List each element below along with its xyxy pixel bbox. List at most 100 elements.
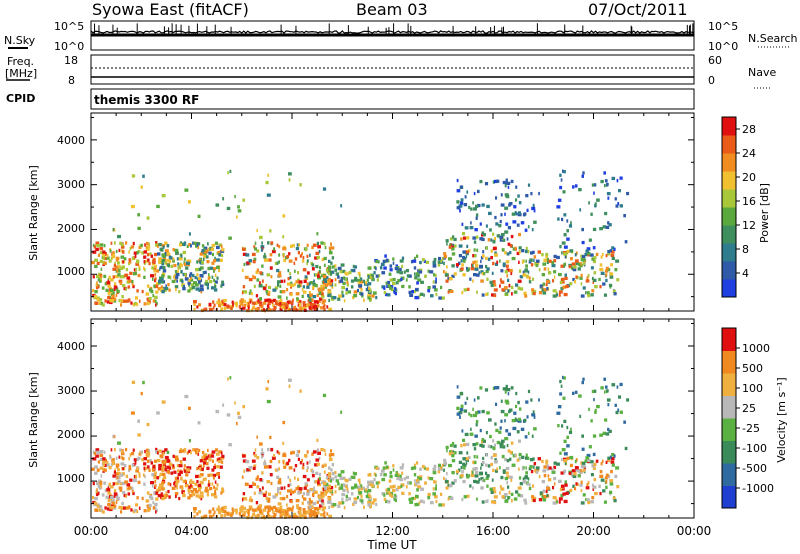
scatter-cell (178, 243, 182, 247)
scatter-cell (133, 251, 137, 255)
scatter-cell (203, 455, 206, 459)
scatter-cell (354, 483, 358, 487)
scatter-cell (350, 285, 354, 289)
scatter-cell (122, 467, 125, 471)
scatter-cell (545, 461, 548, 465)
scatter-cell (272, 298, 277, 303)
scatter-cell (328, 282, 333, 286)
scatter-cell (555, 498, 558, 502)
scatter-cell (106, 460, 109, 465)
scatter-cell (505, 384, 508, 389)
scatter-cell (159, 247, 164, 251)
scatter-cell (357, 271, 361, 276)
scatter-cell (285, 305, 289, 309)
scatter-cell (197, 452, 200, 456)
scatter-cell (251, 301, 256, 305)
scatter-cell (183, 241, 187, 245)
scatter-cell (122, 299, 126, 303)
scatter-cell (174, 248, 179, 253)
scatter-cell (135, 267, 138, 272)
scatter-cell (523, 498, 527, 502)
scatter-cell (504, 184, 507, 188)
scatter-cell (290, 292, 293, 297)
scatter-cell (366, 278, 369, 282)
scatter-cell (516, 251, 520, 256)
scatter-cell (267, 285, 271, 290)
scatter-cell (318, 270, 321, 274)
scatter-cell (175, 275, 179, 279)
scatter-cell (166, 263, 170, 267)
scatter-cell (592, 487, 595, 491)
scatter-cell (363, 298, 365, 302)
scatter-cell (208, 509, 212, 514)
scatter-cell (312, 243, 317, 247)
scatter-cell (153, 284, 157, 289)
scatter-cell (580, 273, 583, 278)
scatter-cell (521, 249, 525, 253)
freq-tick-bottom: 8 (68, 74, 75, 87)
scatter-cell (128, 464, 131, 469)
scatter-cell (287, 268, 290, 273)
scatter-cell (148, 296, 152, 301)
scatter-cell (334, 475, 338, 479)
scatter-cell (120, 449, 124, 453)
scatter-cell (443, 255, 448, 259)
scatter-cell (119, 275, 123, 279)
scatter-cell (460, 259, 463, 263)
scatter-cell (256, 228, 258, 233)
scatter-cell (235, 304, 238, 308)
scatter-cell (143, 302, 147, 306)
scatter-cell (301, 306, 304, 311)
scatter-cell (586, 247, 591, 251)
scatter-cell (447, 497, 450, 501)
scatter-cell (463, 443, 466, 447)
scatter-cell (156, 476, 160, 480)
scatter-cell (143, 260, 146, 264)
scatter-cell (288, 458, 291, 463)
scatter-cell (145, 448, 149, 452)
scatter-cell (487, 257, 491, 261)
scatter-cell (479, 428, 482, 433)
scatter-cell (443, 458, 447, 463)
scatter-cell (284, 453, 287, 458)
scatter-cell (406, 481, 410, 485)
scatter-cell (585, 249, 590, 253)
scatter-cell (281, 512, 285, 516)
scatter-cell (491, 478, 494, 482)
scatter-cell (99, 453, 104, 457)
scatter-cell (424, 274, 427, 278)
scatter-cell (138, 299, 141, 303)
scatter-cell (327, 486, 331, 490)
scatter-cell (548, 259, 552, 263)
scatter-cell (115, 456, 118, 460)
scatter-cell (470, 427, 472, 431)
scatter-cell (138, 474, 141, 478)
scatter-cell (207, 276, 210, 280)
scatter-cell (547, 267, 550, 271)
scatter-cell (103, 274, 107, 278)
scatter-cell (389, 278, 394, 282)
velocity-ytick-4000: 4000 (57, 340, 85, 353)
scatter-cell (172, 464, 175, 468)
scatter-cell (430, 501, 434, 505)
scatter-cell (530, 469, 534, 474)
scatter-cell (551, 467, 555, 472)
scatter-cell (210, 247, 215, 251)
scatter-cell (453, 237, 457, 242)
scatter-cell (462, 438, 466, 442)
scatter-cell (308, 306, 312, 310)
scatter-cell (501, 248, 505, 252)
scatter-cell (599, 227, 603, 231)
scatter-cell (360, 292, 364, 296)
scatter-cell (571, 469, 576, 473)
scatter-cell (443, 252, 447, 256)
colorbar-segment (722, 153, 736, 172)
scatter-cell (290, 281, 293, 286)
scatter-cell (532, 250, 535, 254)
scatter-cell (144, 449, 146, 454)
scatter-cell (498, 224, 502, 228)
colorbar-tick-label: -100 (742, 442, 767, 455)
scatter-cell (475, 419, 479, 424)
scatter-cell (384, 254, 387, 258)
scatter-cell (435, 499, 438, 504)
